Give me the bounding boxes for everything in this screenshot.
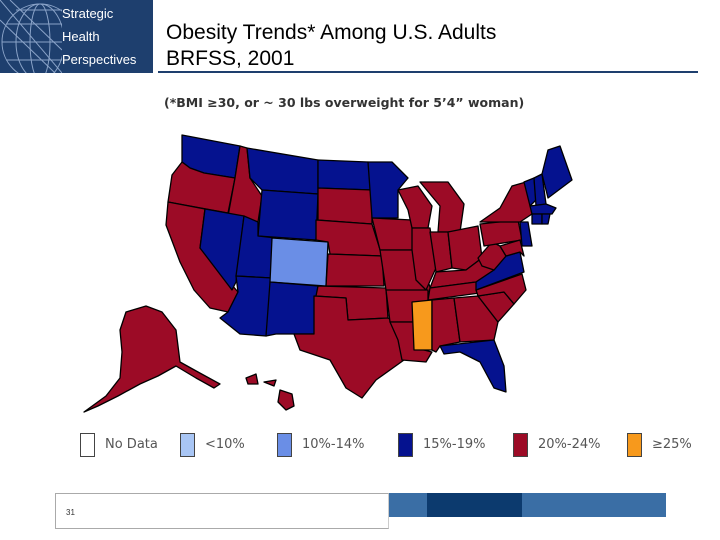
state-NV: [199, 208, 245, 291]
state-TX: [293, 295, 411, 399]
us-obesity-map: [83, 134, 573, 413]
title-line-2: BRFSS, 2001: [166, 47, 295, 70]
state-MT: [246, 147, 319, 195]
legend-swatch: [398, 433, 413, 457]
footer-bar-light-2: [522, 493, 666, 517]
globe-icon: [0, 0, 62, 73]
state-MA: [529, 203, 557, 215]
footer-bar-dark: [427, 493, 522, 517]
footer-bar-light: [389, 493, 427, 517]
state-SD: [317, 187, 373, 225]
state-IL: [411, 227, 437, 291]
title-divider: [158, 71, 698, 73]
legend-label: ≥25%: [652, 437, 692, 452]
subtitle: (*BMI ≥30, or ~ 30 lbs overweight for 5’…: [164, 95, 525, 110]
state-CT: [531, 213, 543, 225]
logo-line-strategic: Strategic: [62, 6, 114, 21]
state-IA: [371, 217, 417, 251]
state-ME: [541, 145, 573, 199]
state-KS: [325, 253, 385, 287]
state-NJ: [519, 221, 533, 247]
footer-box: [55, 493, 389, 529]
legend-swatch: [513, 433, 528, 457]
state-NC: [475, 273, 527, 305]
logo-line-perspectives: Perspectives: [62, 52, 137, 67]
state-NY: [479, 181, 533, 223]
state-MD: [499, 239, 525, 257]
legend-label: <10%: [205, 437, 245, 452]
state-WY: [257, 189, 319, 241]
state-AK: [83, 305, 221, 413]
state-NM: [265, 281, 319, 337]
legend-label: 20%-24%: [538, 437, 601, 452]
logo-line-health: Health: [62, 29, 100, 44]
logo: Strategic Health Perspectives: [0, 0, 153, 73]
state-GA: [453, 295, 499, 343]
legend-label: 10%-14%: [302, 437, 365, 452]
state-MS: [411, 299, 433, 351]
state-HI: [245, 373, 295, 411]
state-FL: [439, 339, 507, 393]
state-CO: [269, 237, 329, 287]
legend-swatch: [80, 433, 95, 457]
page-title: Obesity Trends* Among U.S. Adults BRFSS,…: [166, 20, 496, 72]
legend-swatch: [627, 433, 642, 457]
state-RI: [541, 213, 551, 225]
state-ND: [317, 159, 373, 191]
legend-label: 15%-19%: [423, 437, 486, 452]
legend-label: No Data: [105, 437, 158, 452]
page-number: 31: [66, 508, 75, 517]
title-line-1: Obesity Trends* Among U.S. Adults: [166, 21, 497, 44]
legend-swatch: [277, 433, 292, 457]
legend-swatch: [180, 433, 195, 457]
